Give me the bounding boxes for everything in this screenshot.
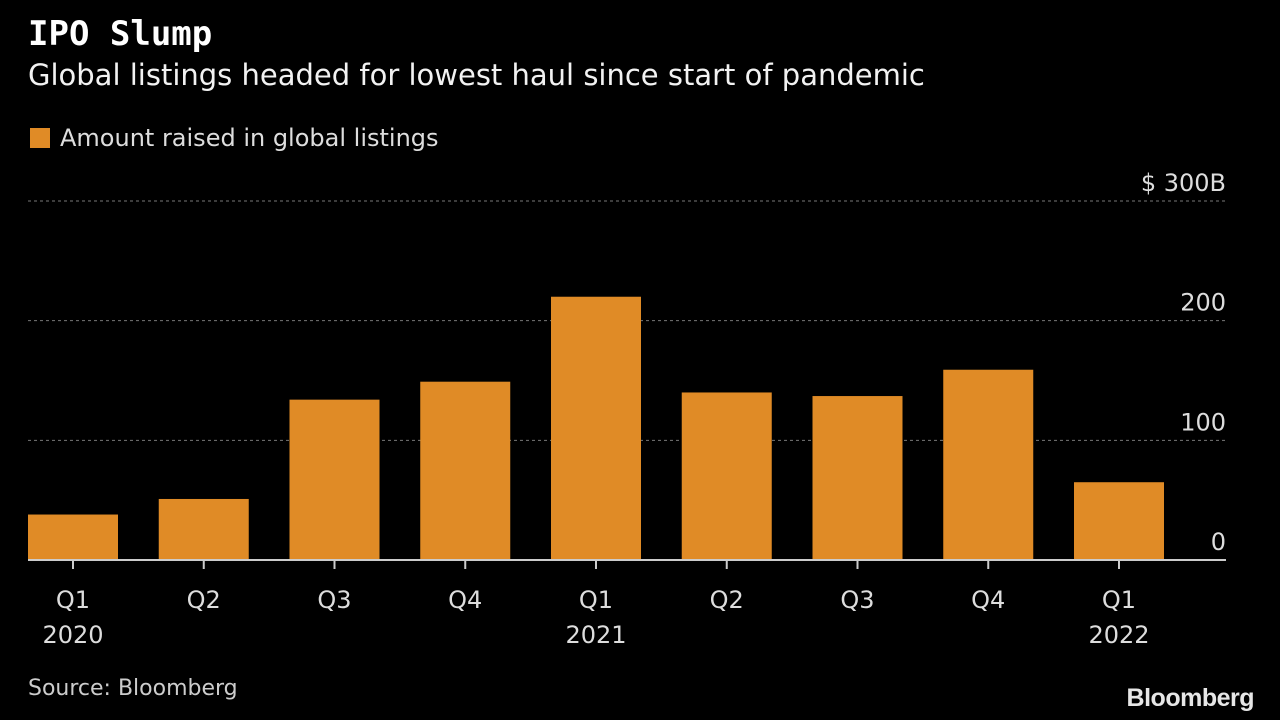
y-tick-label: 0 bbox=[1211, 528, 1226, 556]
x-tick-label: Q3 bbox=[840, 586, 874, 614]
legend-swatch bbox=[30, 128, 50, 148]
x-tick-label: Q1 bbox=[579, 586, 613, 614]
bar bbox=[158, 498, 249, 560]
bar bbox=[420, 381, 511, 560]
bar bbox=[812, 396, 903, 560]
x-tick-label: Q2 bbox=[710, 586, 744, 614]
bar bbox=[289, 399, 380, 560]
bar bbox=[681, 392, 772, 560]
x-tick-year-label: 2021 bbox=[565, 621, 626, 649]
y-tick-label: 100 bbox=[1180, 408, 1226, 436]
x-tick-year-label: 2022 bbox=[1088, 621, 1149, 649]
x-tick-label: Q1 bbox=[56, 586, 90, 614]
source-note: Source: Bloomberg bbox=[28, 676, 238, 701]
x-tick-label: Q4 bbox=[971, 586, 1005, 614]
bar bbox=[551, 296, 641, 560]
chart-title: IPO Slump bbox=[28, 14, 213, 54]
x-tick-label: Q4 bbox=[448, 586, 482, 614]
x-tick-year-label: 2020 bbox=[42, 621, 103, 649]
y-tick-label: $ 300B bbox=[1141, 169, 1226, 197]
legend-label: Amount raised in global listings bbox=[60, 124, 439, 152]
x-tick-label: Q3 bbox=[317, 586, 351, 614]
bar bbox=[1074, 482, 1164, 560]
x-tick-label: Q2 bbox=[187, 586, 221, 614]
bloomberg-logo: Bloomberg bbox=[1126, 684, 1255, 712]
y-tick-label: 200 bbox=[1180, 289, 1226, 317]
legend: Amount raised in global listings bbox=[30, 124, 439, 152]
bar bbox=[943, 369, 1034, 560]
bar bbox=[28, 514, 118, 560]
chart-subtitle: Global listings headed for lowest haul s… bbox=[28, 58, 925, 92]
x-tick-label: Q1 bbox=[1102, 586, 1136, 614]
